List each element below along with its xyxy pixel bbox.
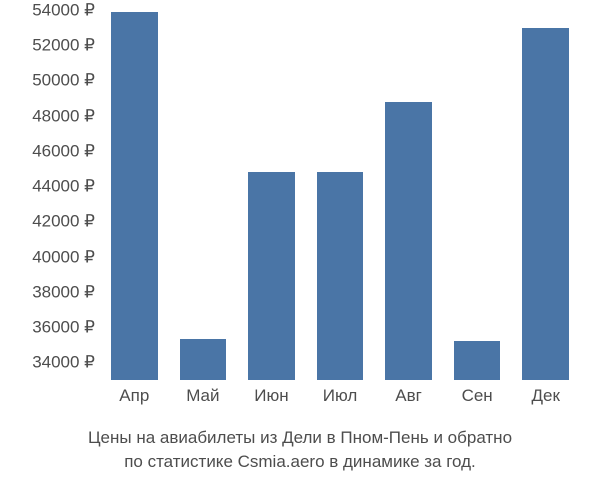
bar	[522, 28, 569, 380]
y-tick-label: 34000 ₽	[0, 354, 95, 371]
bar	[111, 12, 158, 380]
y-tick-label: 36000 ₽	[0, 319, 95, 336]
bars-group	[100, 10, 580, 380]
plot-area	[100, 10, 580, 380]
x-tick-label: Авг	[395, 386, 422, 406]
chart-caption: Цены на авиабилеты из Дели в Пном-Пень и…	[0, 426, 600, 474]
x-tick-label: Апр	[119, 386, 149, 406]
y-tick-label: 42000 ₽	[0, 213, 95, 230]
caption-line-2: по статистике Csmia.aero в динамике за г…	[124, 452, 476, 471]
bar	[385, 102, 432, 380]
y-tick-label: 44000 ₽	[0, 178, 95, 195]
y-tick-label: 52000 ₽	[0, 37, 95, 54]
x-tick-label: Дек	[532, 386, 560, 406]
bar	[317, 172, 364, 380]
y-tick-label: 48000 ₽	[0, 107, 95, 124]
bar	[454, 341, 501, 380]
caption-line-1: Цены на авиабилеты из Дели в Пном-Пень и…	[88, 428, 512, 447]
bar	[180, 339, 227, 380]
y-tick-label: 46000 ₽	[0, 142, 95, 159]
x-tick-label: Июн	[254, 386, 288, 406]
y-tick-label: 40000 ₽	[0, 248, 95, 265]
x-tick-label: Июл	[323, 386, 358, 406]
y-tick-label: 54000 ₽	[0, 2, 95, 19]
y-tick-label: 38000 ₽	[0, 283, 95, 300]
x-axis: Апр Май Июн Июл Авг Сен Дек	[100, 386, 580, 416]
x-tick-label: Май	[186, 386, 219, 406]
y-tick-label: 50000 ₽	[0, 72, 95, 89]
bar	[248, 172, 295, 380]
x-tick-label: Сен	[462, 386, 493, 406]
price-chart: 34000 ₽ 36000 ₽ 38000 ₽ 40000 ₽ 42000 ₽ 44000…	[0, 0, 600, 500]
y-axis: 34000 ₽ 36000 ₽ 38000 ₽ 40000 ₽ 42000 ₽ 44000…	[0, 10, 95, 380]
